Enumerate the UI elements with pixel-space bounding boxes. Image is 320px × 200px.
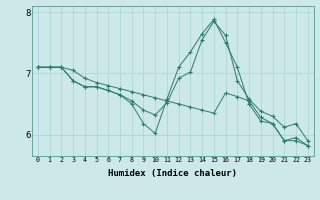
X-axis label: Humidex (Indice chaleur): Humidex (Indice chaleur) <box>108 169 237 178</box>
